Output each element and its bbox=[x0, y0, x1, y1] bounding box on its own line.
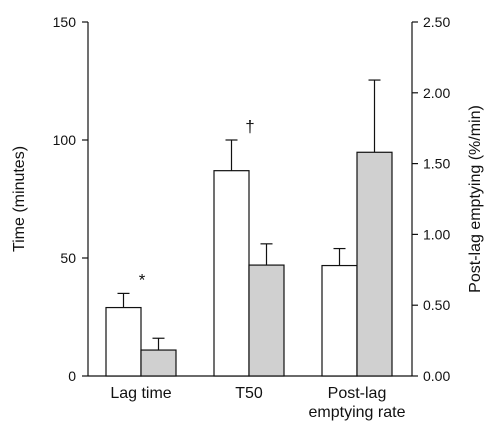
bar bbox=[140, 349, 177, 377]
category-label: emptying rate bbox=[309, 404, 406, 421]
y-right-tick-label: 0.50 bbox=[423, 297, 450, 313]
bar bbox=[248, 264, 285, 377]
significance-marker: † bbox=[245, 117, 254, 136]
category-label: Lag time bbox=[110, 385, 171, 402]
y-left-tick-label: 100 bbox=[53, 132, 77, 148]
chart-labels: Time (minutes) Post-lag emptying (%/min) *… bbox=[11, 105, 484, 421]
bar bbox=[321, 264, 358, 377]
y-left-tick-label: 50 bbox=[60, 250, 76, 266]
y-right-tick-label: 1.00 bbox=[423, 226, 450, 242]
y-left-tick-label: 0 bbox=[68, 368, 76, 384]
y-right-axis-label: Post-lag emptying (%/min) bbox=[467, 105, 484, 293]
y-right-tick-label: 2.00 bbox=[423, 85, 450, 101]
category-label: T50 bbox=[235, 385, 263, 402]
y-right-tick-label: 1.50 bbox=[423, 156, 450, 172]
significance-marker: * bbox=[139, 270, 146, 289]
y-right-tick-label: 0.00 bbox=[423, 368, 450, 384]
category-label: Post-lag bbox=[328, 385, 387, 402]
chart-bars bbox=[105, 79, 393, 377]
y-left-axis-label: Time (minutes) bbox=[11, 146, 28, 252]
bar bbox=[213, 170, 250, 377]
bar bbox=[105, 306, 142, 377]
bar bbox=[356, 151, 393, 377]
y-left-tick-label: 150 bbox=[53, 14, 77, 30]
y-right-tick-label: 2.50 bbox=[423, 14, 450, 30]
